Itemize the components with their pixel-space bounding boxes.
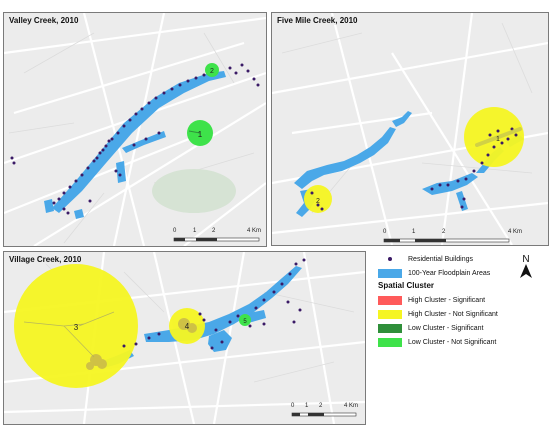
legend-row-floodplain: 100-Year Floodplain Areas bbox=[378, 268, 490, 278]
low-not-significant-swatch-icon bbox=[378, 337, 402, 347]
map-panel-village-creek: 3 4 5 Village Creek, 2010 0 1 2 4 Km bbox=[3, 251, 366, 425]
scale-bar bbox=[291, 412, 357, 417]
legend-row-residential: Residential Buildings bbox=[378, 254, 473, 264]
scale-tick-2: 2 bbox=[319, 403, 323, 409]
north-arrow-icon: N bbox=[516, 252, 536, 280]
cluster-2 bbox=[205, 63, 219, 77]
cluster-4-label: 4 bbox=[185, 322, 190, 331]
legend-label-high-significant: High Cluster - Significant bbox=[408, 296, 486, 304]
residential-dot-icon bbox=[378, 255, 402, 264]
scale-bar bbox=[173, 237, 260, 242]
panel-title-five-mile: Five Mile Creek, 2010 bbox=[276, 16, 359, 25]
high-not-significant-swatch-icon bbox=[378, 309, 402, 319]
scale-tick-0: 0 bbox=[291, 403, 295, 409]
cluster-2-label: 2 bbox=[316, 198, 320, 205]
legend-title-spatial-cluster: Spatial Cluster bbox=[378, 281, 435, 290]
scale-tick-4km: 4 Km bbox=[344, 403, 359, 409]
low-significant-swatch-icon bbox=[378, 323, 402, 333]
cluster-5 bbox=[239, 314, 251, 326]
panel-title-valley: Valley Creek, 2010 bbox=[8, 16, 80, 25]
scale-tick-4km: 4 Km bbox=[508, 229, 523, 235]
five-mile-creek-map: 1 2 bbox=[272, 13, 548, 245]
legend-row-high-not-significant: High Cluster - Not Significant bbox=[378, 309, 498, 319]
cluster-1-label: 1 bbox=[496, 136, 500, 143]
park-area bbox=[152, 169, 236, 213]
cluster-2-label: 2 bbox=[210, 68, 214, 75]
cluster-5-label: 5 bbox=[243, 319, 247, 325]
cluster-3 bbox=[14, 264, 138, 388]
scale-bar bbox=[383, 238, 510, 243]
floodplain-swatch-icon bbox=[378, 268, 402, 278]
scale-tick-2: 2 bbox=[442, 229, 446, 235]
legend-row-low-not-significant: Low Cluster - Not Significant bbox=[378, 337, 496, 347]
scale-tick-0: 0 bbox=[383, 229, 387, 235]
legend-label-low-not-significant: Low Cluster - Not Significant bbox=[408, 338, 497, 346]
scale-tick-2: 2 bbox=[212, 228, 216, 234]
panel-title-village: Village Creek, 2010 bbox=[8, 255, 83, 264]
valley-creek-map: 1 2 bbox=[4, 13, 266, 246]
floodplain-areas bbox=[44, 71, 226, 219]
map-legend: Residential Buildings 100-Year Floodplai… bbox=[378, 254, 548, 354]
residential-buildings bbox=[10, 63, 260, 215]
residential-buildings bbox=[310, 127, 518, 211]
legend-label-high-not-significant: High Cluster - Not Significant bbox=[408, 310, 498, 318]
legend-label-floodplain: 100-Year Floodplain Areas bbox=[408, 269, 491, 277]
scale-tick-1: 1 bbox=[412, 229, 416, 235]
legend-label-residential: Residential Buildings bbox=[408, 255, 473, 263]
scale-tick-1: 1 bbox=[193, 228, 197, 234]
map-panel-valley-creek: 1 2 Valley Creek, 2010 0 1 2 4 Km bbox=[3, 12, 267, 247]
village-creek-map: 3 4 5 bbox=[4, 252, 365, 424]
high-significant-swatch-icon bbox=[378, 295, 402, 305]
scale-tick-0: 0 bbox=[173, 228, 177, 234]
cluster-3-label: 3 bbox=[74, 323, 79, 332]
cluster-1-label: 1 bbox=[198, 130, 203, 139]
residential-buildings bbox=[122, 258, 306, 350]
legend-row-low-significant: Low Cluster - Significant bbox=[378, 323, 483, 333]
scale-tick-4km: 4 Km bbox=[247, 228, 262, 234]
scale-tick-1: 1 bbox=[305, 403, 309, 409]
map-panel-five-mile-creek: 1 2 Five Mile Creek, 2010 0 1 2 4 Km bbox=[271, 12, 549, 246]
north-label: N bbox=[522, 254, 529, 265]
road-network bbox=[4, 13, 266, 246]
road-network bbox=[272, 13, 548, 245]
legend-row-high-significant: High Cluster - Significant bbox=[378, 295, 485, 305]
legend-label-low-significant: Low Cluster - Significant bbox=[408, 324, 484, 332]
